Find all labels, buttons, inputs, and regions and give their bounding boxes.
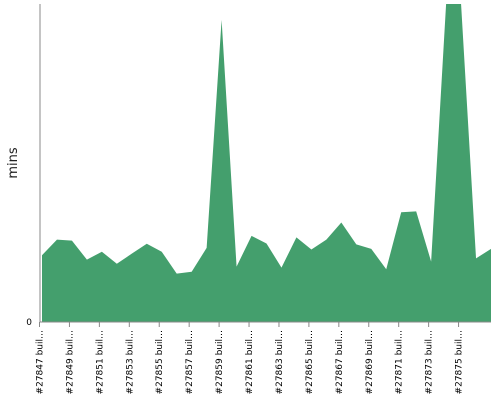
x-tick-label: #27851 buil… (95, 330, 105, 394)
x-tick-label: #27857 buil… (185, 330, 195, 394)
x-tick-label: #27861 buil… (245, 330, 255, 394)
build-duration-area (42, 4, 491, 322)
x-tick-label: #27849 buil… (65, 330, 75, 394)
x-tick-label: #27873 buil… (425, 330, 435, 394)
y-tick-label: 0 (26, 318, 32, 328)
x-tick-label: #27847 buil… (36, 330, 46, 394)
x-tick-label: #27863 buil… (275, 330, 285, 394)
x-tick-label: #27859 buil… (215, 330, 225, 394)
x-tick-label: #27871 buil… (395, 330, 405, 394)
y-axis-title: mins (6, 147, 21, 179)
x-tick-label: #27853 buil… (125, 330, 135, 394)
x-tick-label: #27865 buil… (305, 330, 315, 394)
x-tick-label: #27869 buil… (365, 330, 375, 394)
y-ticks: 0 (26, 318, 32, 328)
x-ticks: #27847 buil… #27849 buil… #27851 buil… #278… (36, 322, 465, 394)
x-tick-label: #27867 buil… (335, 330, 345, 394)
x-tick-label: #27875 buil… (455, 330, 465, 394)
x-tick-label: #27855 buil… (155, 330, 165, 394)
